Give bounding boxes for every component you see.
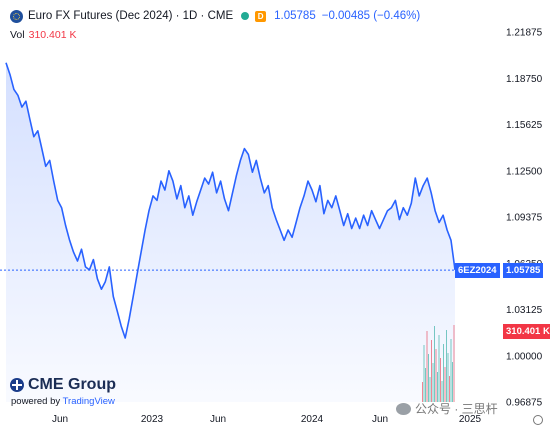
- watermark-text: 公众号 · 三思杆: [415, 402, 498, 416]
- globe-icon: [10, 378, 24, 392]
- price-tag-value: 1.05785: [506, 265, 541, 276]
- y-tick-label: 0.96875: [506, 398, 543, 409]
- settings-gear-icon[interactable]: [533, 415, 543, 425]
- symbol-tag-label: 6EZ2024: [458, 265, 497, 276]
- y-tick-label: 1.21875: [506, 28, 543, 39]
- x-tick-label: 2024: [301, 414, 324, 425]
- x-tick-label: Jun: [52, 414, 68, 425]
- x-axis: Jun 2023 Jun 2024 Jun 2025: [52, 414, 482, 425]
- y-tick-label: 1.15625: [506, 120, 543, 131]
- x-tick-label: Jun: [210, 414, 226, 425]
- symbol-price-tag: 6EZ2024: [455, 263, 500, 278]
- y-axis: 1.218751.187501.156251.125001.093751.062…: [506, 28, 543, 409]
- y-tick-label: 1.12500: [506, 166, 543, 177]
- volume-value: 310.401 K: [28, 29, 77, 41]
- y-tick-label: 1.18750: [506, 74, 543, 85]
- price-area: [6, 62, 455, 402]
- wechat-icon: [396, 402, 411, 415]
- price-change: −0.00485 (−0.46%): [321, 10, 421, 22]
- x-tick-label: 2023: [141, 414, 164, 425]
- volume-legend: Vol 310.401 K: [10, 29, 77, 41]
- last-price: 1.05785: [274, 10, 316, 22]
- volume-axis-tag: 310.401 K: [503, 324, 550, 339]
- delayed-badge: D: [255, 10, 267, 22]
- chart-header: Euro FX Futures (Dec 2024) · 1D · CME D …: [10, 6, 420, 26]
- watermark: 公众号 · 三思杆: [396, 400, 498, 417]
- price-axis-tag: 1.05785: [503, 263, 544, 278]
- tradingview-link[interactable]: TradingView: [62, 396, 115, 407]
- x-tick-label: Jun: [372, 414, 388, 425]
- y-tick-label: 1.03125: [506, 305, 543, 316]
- x-tick-label: 2025: [459, 414, 482, 425]
- powered-by[interactable]: powered by TradingView: [11, 396, 115, 407]
- powered-prefix: powered by: [11, 396, 61, 407]
- volume-tag-value: 310.401 K: [506, 326, 550, 337]
- y-tick-label: 1.09375: [506, 213, 543, 224]
- market-status-icon: [241, 12, 250, 20]
- chart-title: Euro FX Futures (Dec 2024) · 1D · CME: [28, 10, 234, 22]
- euro-flag-icon: [10, 9, 23, 23]
- price-line: [5, 62, 456, 339]
- y-tick-label: 1.00000: [506, 351, 543, 362]
- volume-label: Vol: [10, 29, 25, 41]
- cme-logo[interactable]: CME Group: [10, 376, 116, 394]
- logo-text: CME Group: [28, 376, 116, 393]
